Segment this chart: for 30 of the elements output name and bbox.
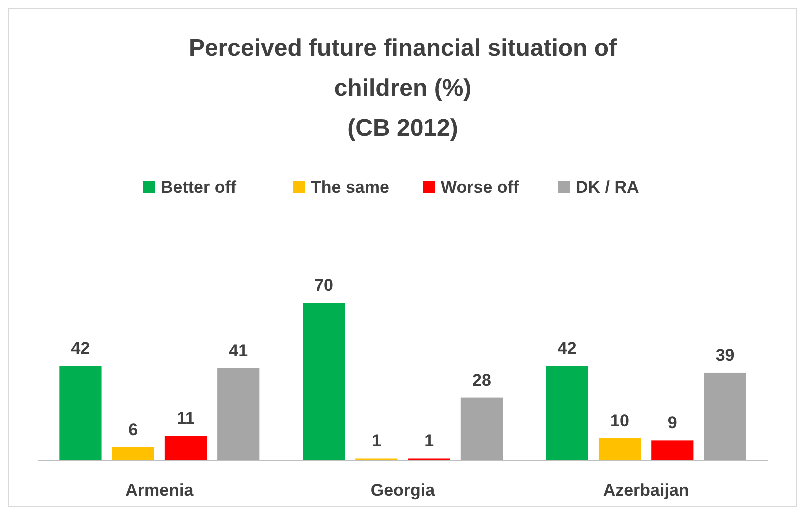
bar (652, 440, 694, 461)
data-label: 70 (314, 276, 334, 295)
bar (704, 372, 746, 461)
data-label: 1 (372, 432, 382, 451)
bar (164, 436, 208, 461)
data-label: 42 (71, 339, 90, 358)
chart-title: Perceived future financial situation of children (%) (CB 2012) (188, 35, 618, 142)
data-label: 11 (176, 409, 195, 428)
data-label: 42 (558, 339, 577, 358)
data-label: 39 (716, 346, 735, 365)
bar (112, 447, 154, 461)
data-label: 28 (472, 370, 492, 390)
x-tick-label: Azerbaijan (603, 481, 690, 500)
legend-label: Better off (161, 178, 237, 197)
legend-label: Worse off (441, 178, 520, 197)
bar (546, 366, 588, 461)
legend-label: DK / RA (576, 178, 640, 197)
data-label: 1 (424, 432, 434, 451)
bar (60, 366, 102, 461)
bar (303, 303, 346, 461)
bar (218, 368, 260, 461)
data-label: 10 (610, 411, 630, 430)
x-tick-label: Georgia (370, 481, 436, 500)
legend-label: The same (311, 178, 390, 197)
bar (598, 438, 642, 461)
data-label: 41 (229, 341, 248, 360)
bar (460, 398, 503, 461)
data-label: 9 (668, 414, 678, 433)
x-tick-label: Armenia (126, 481, 194, 500)
data-label: 6 (128, 420, 138, 440)
